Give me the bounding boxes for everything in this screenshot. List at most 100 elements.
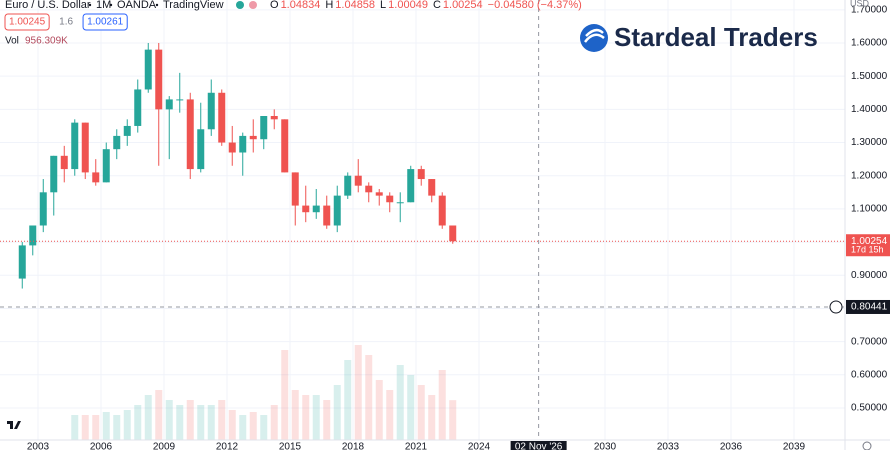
ohlc-value: 1.00049: [388, 0, 428, 11]
volume-name: Vol: [5, 36, 19, 47]
volume-bar: [365, 355, 373, 440]
candle-body: [134, 89, 142, 126]
crosshair-y-label: 0.80441: [851, 302, 888, 313]
volume-bar: [270, 405, 278, 440]
y-tick-label: 1.30000: [851, 137, 888, 148]
candle-body: [71, 122, 79, 170]
x-tick-label: 2033: [657, 442, 680, 450]
volume-value: 956.309K: [25, 36, 68, 47]
candle-body: [323, 205, 331, 226]
candle-body: [354, 175, 362, 186]
tv-logo-mark: [7, 421, 21, 429]
separator: [155, 3, 159, 7]
volume-bar: [354, 345, 362, 440]
volume-bar: [239, 415, 247, 440]
candle-body: [344, 175, 352, 196]
x-tick-label: 2009: [153, 442, 176, 450]
crosshair-y-tag: [846, 299, 890, 314]
spread: [55, 14, 78, 30]
volume-bar: [113, 415, 121, 440]
y-tick-label: 1.40000: [851, 104, 888, 115]
candle-body: [281, 119, 289, 173]
candle-body: [60, 155, 68, 170]
candle-body: [386, 195, 394, 203]
candle-body: [365, 185, 373, 193]
x-tick-label: 2021: [405, 442, 428, 450]
candle-body: [165, 99, 173, 110]
candle-body: [249, 135, 257, 140]
candle-body: [50, 155, 58, 193]
volume-bar: [312, 395, 320, 440]
volume-bar: [333, 385, 341, 440]
candle-body: [29, 225, 37, 246]
candle-body: [239, 135, 247, 153]
last-price-label: 1.00254: [851, 236, 888, 247]
y-tick-label: 1.70000: [851, 4, 888, 15]
volume-bar: [92, 415, 100, 440]
volume-pane: [71, 345, 457, 440]
brand-logo: Stardeal Traders: [580, 22, 818, 52]
ohlc-value: 1.04834: [281, 0, 321, 11]
volume-bar: [375, 380, 383, 440]
candle-body: [92, 172, 100, 183]
volume-bar: [165, 400, 173, 440]
y-tick-label: 0.50000: [851, 403, 888, 414]
x-tick-label: 2030: [594, 442, 617, 450]
ohlc-legend: O 1.04834 H 1.04858 L 1.00049 C 1.00254 −0.04580…: [270, 0, 582, 11]
ohlc-value: −0.04580 (−4.37%): [488, 0, 582, 11]
candle-body: [407, 169, 415, 203]
ohlc-key: O: [270, 0, 279, 11]
x-tick-label: 2012: [216, 442, 239, 450]
candle-body: [102, 149, 110, 183]
order-price: 1.00261: [87, 17, 124, 28]
crosshair-plus[interactable]: [829, 300, 843, 314]
volume-bar: [81, 415, 89, 440]
volume-bar: [260, 415, 268, 440]
candle-body: [449, 225, 457, 242]
interval: 1M: [96, 0, 111, 11]
candle-body: [144, 49, 152, 90]
volume-bar: [176, 405, 184, 440]
candle-body: [176, 99, 184, 101]
status-dot[interactable]: [236, 1, 244, 9]
settings-icon[interactable]: [862, 441, 872, 450]
candle-body: [291, 172, 299, 206]
x-tick-label: 2006: [90, 442, 113, 450]
volume-bar: [228, 410, 236, 440]
volume-bar: [134, 405, 142, 440]
volume-bar: [302, 395, 310, 440]
candle-body: [81, 122, 89, 173]
volume-bar: [102, 412, 110, 440]
volume-bar: [407, 375, 415, 440]
y-tick-label: 1.20000: [851, 170, 888, 181]
status-dot[interactable]: [249, 1, 257, 9]
volume-bar: [249, 412, 257, 440]
crosshair-x-label: 02 Nov '26: [515, 442, 563, 450]
tv-logo[interactable]: [7, 421, 21, 429]
volume-bar: [123, 410, 131, 440]
candle-body: [396, 202, 404, 204]
x-tick-label: 2024: [468, 442, 491, 450]
volume-bar: [144, 395, 152, 440]
volume-bar: [344, 360, 352, 440]
crosshair-x-tag: [510, 441, 567, 450]
candle-body: [228, 142, 236, 153]
order-price: 1.00245: [9, 17, 46, 28]
volume-bar: [323, 400, 331, 440]
spread-value: 1.6: [59, 17, 73, 28]
volume-bar: [71, 415, 79, 440]
volume-bar: [428, 395, 436, 440]
order-buttons: 1.00245 1.6 1.00261: [4, 13, 128, 31]
ohlc-key: H: [325, 0, 333, 11]
volume-bar: [197, 405, 205, 440]
order-button[interactable]: [82, 13, 128, 31]
volume-bar: [386, 390, 394, 440]
source: OANDA: [117, 0, 157, 11]
separator: [88, 3, 92, 7]
candle-body: [18, 245, 26, 279]
volume-bar: [291, 390, 299, 440]
volume-bar: [438, 370, 446, 440]
symbol-title: Euro / U.S. Dollar: [5, 0, 91, 11]
candle-body: [260, 115, 268, 140]
order-button[interactable]: [4, 13, 50, 31]
